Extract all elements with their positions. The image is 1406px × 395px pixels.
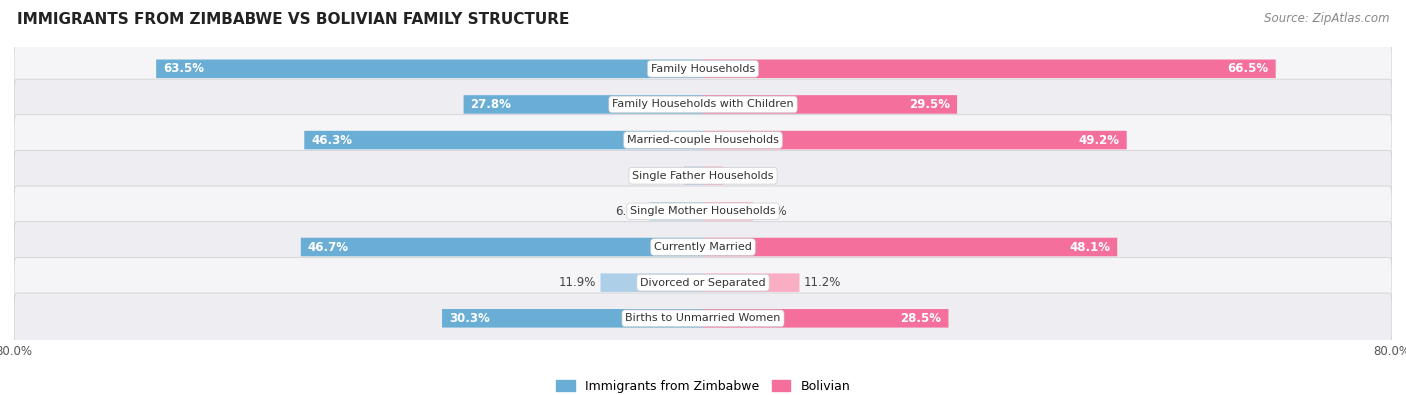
FancyBboxPatch shape xyxy=(156,60,703,78)
FancyBboxPatch shape xyxy=(14,222,1392,272)
Text: 2.3%: 2.3% xyxy=(727,169,756,182)
Text: 11.2%: 11.2% xyxy=(804,276,841,289)
Text: 66.5%: 66.5% xyxy=(1227,62,1268,75)
FancyBboxPatch shape xyxy=(703,238,1118,256)
Text: 48.1%: 48.1% xyxy=(1070,241,1111,254)
Text: IMMIGRANTS FROM ZIMBABWE VS BOLIVIAN FAMILY STRUCTURE: IMMIGRANTS FROM ZIMBABWE VS BOLIVIAN FAM… xyxy=(17,12,569,27)
Text: 11.9%: 11.9% xyxy=(558,276,596,289)
Text: Family Households with Children: Family Households with Children xyxy=(612,100,794,109)
FancyBboxPatch shape xyxy=(14,115,1392,166)
FancyBboxPatch shape xyxy=(304,131,703,149)
FancyBboxPatch shape xyxy=(703,166,723,185)
FancyBboxPatch shape xyxy=(703,309,949,327)
Text: 2.2%: 2.2% xyxy=(650,169,679,182)
FancyBboxPatch shape xyxy=(14,150,1392,201)
Text: 49.2%: 49.2% xyxy=(1078,134,1119,147)
Text: Single Mother Households: Single Mother Households xyxy=(630,206,776,216)
FancyBboxPatch shape xyxy=(14,186,1392,237)
Text: 46.7%: 46.7% xyxy=(308,241,349,254)
Text: 6.2%: 6.2% xyxy=(616,205,645,218)
FancyBboxPatch shape xyxy=(600,273,703,292)
FancyBboxPatch shape xyxy=(650,202,703,221)
Text: Source: ZipAtlas.com: Source: ZipAtlas.com xyxy=(1264,12,1389,25)
FancyBboxPatch shape xyxy=(14,43,1392,94)
Text: Single Father Households: Single Father Households xyxy=(633,171,773,181)
Text: Married-couple Households: Married-couple Households xyxy=(627,135,779,145)
FancyBboxPatch shape xyxy=(14,186,1392,238)
FancyBboxPatch shape xyxy=(14,293,1392,345)
FancyBboxPatch shape xyxy=(14,79,1392,131)
FancyBboxPatch shape xyxy=(441,309,703,327)
FancyBboxPatch shape xyxy=(301,238,703,256)
Text: 27.8%: 27.8% xyxy=(471,98,512,111)
Text: 29.5%: 29.5% xyxy=(910,98,950,111)
FancyBboxPatch shape xyxy=(14,79,1392,130)
FancyBboxPatch shape xyxy=(14,43,1392,96)
FancyBboxPatch shape xyxy=(14,115,1392,167)
Text: Births to Unmarried Women: Births to Unmarried Women xyxy=(626,313,780,324)
FancyBboxPatch shape xyxy=(685,166,703,185)
FancyBboxPatch shape xyxy=(703,60,1275,78)
Text: 46.3%: 46.3% xyxy=(311,134,352,147)
Text: 5.8%: 5.8% xyxy=(758,205,787,218)
Text: Family Households: Family Households xyxy=(651,64,755,74)
FancyBboxPatch shape xyxy=(464,95,703,114)
FancyBboxPatch shape xyxy=(14,150,1392,203)
FancyBboxPatch shape xyxy=(703,273,800,292)
FancyBboxPatch shape xyxy=(14,258,1392,309)
FancyBboxPatch shape xyxy=(703,131,1126,149)
Text: Divorced or Separated: Divorced or Separated xyxy=(640,278,766,288)
Text: Currently Married: Currently Married xyxy=(654,242,752,252)
Legend: Immigrants from Zimbabwe, Bolivian: Immigrants from Zimbabwe, Bolivian xyxy=(551,375,855,395)
FancyBboxPatch shape xyxy=(14,258,1392,308)
FancyBboxPatch shape xyxy=(703,95,957,114)
Text: 30.3%: 30.3% xyxy=(449,312,489,325)
FancyBboxPatch shape xyxy=(14,293,1392,344)
Text: 28.5%: 28.5% xyxy=(901,312,942,325)
FancyBboxPatch shape xyxy=(14,222,1392,274)
Text: 63.5%: 63.5% xyxy=(163,62,204,75)
FancyBboxPatch shape xyxy=(703,202,754,221)
